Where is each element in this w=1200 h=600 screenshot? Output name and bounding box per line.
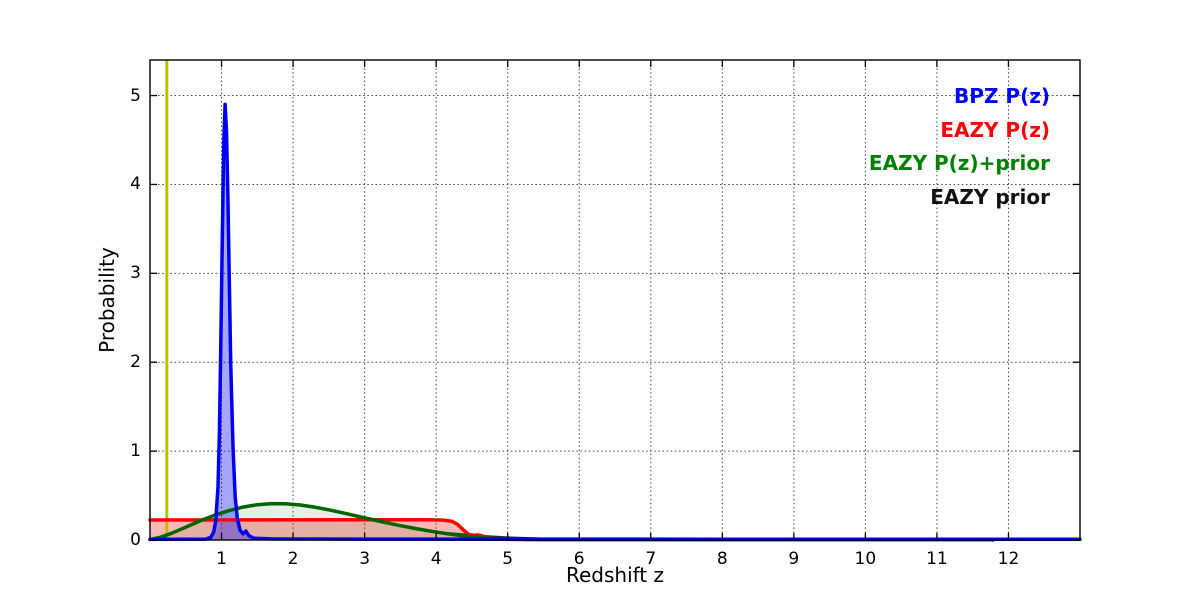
- x-tick-label: 6: [573, 549, 585, 569]
- x-tick-label: 12: [997, 549, 1020, 569]
- legend: BPZ P(z) EAZY P(z) EAZY P(z)+prior EAZY …: [869, 80, 1050, 214]
- series-fill-1: [150, 519, 993, 540]
- series-fill-2: [150, 503, 993, 540]
- legend-item-bpz-pz: BPZ P(z): [954, 84, 1050, 108]
- x-tick-label: 10: [854, 549, 877, 569]
- x-tick-label: 3: [359, 549, 371, 569]
- x-tick-label: 2: [287, 549, 299, 569]
- x-tick-label: 7: [645, 549, 657, 569]
- y-tick-label: 5: [130, 85, 141, 106]
- x-tick-label: 11: [926, 549, 948, 569]
- y-tick-label: 2: [130, 352, 141, 373]
- axes-frame: [149, 59, 1081, 541]
- y-axis-label: Probability: [95, 247, 119, 353]
- legend-item-eazy-pz: EAZY P(z): [940, 117, 1050, 142]
- y-tick-label: 4: [130, 174, 141, 195]
- x-tick-label: 8: [716, 549, 728, 569]
- legend-item-eazy-pz-prior: EAZY P(z)+prior: [868, 151, 1050, 175]
- legend-item-eazy-prior: EAZY prior: [930, 184, 1050, 209]
- x-tick-label: 5: [502, 549, 514, 569]
- y-tick-label: 0: [130, 530, 141, 550]
- y-tick-label: 3: [130, 263, 141, 284]
- x-tick-label: 9: [788, 549, 800, 569]
- x-axis-label: Redshift z: [565, 563, 665, 587]
- curve-bpz-p-z-: [148, 102, 1082, 542]
- x-tick-label: 1: [216, 549, 227, 569]
- x-tick-label: 4: [430, 549, 442, 569]
- y-tick-label: 1: [130, 441, 141, 462]
